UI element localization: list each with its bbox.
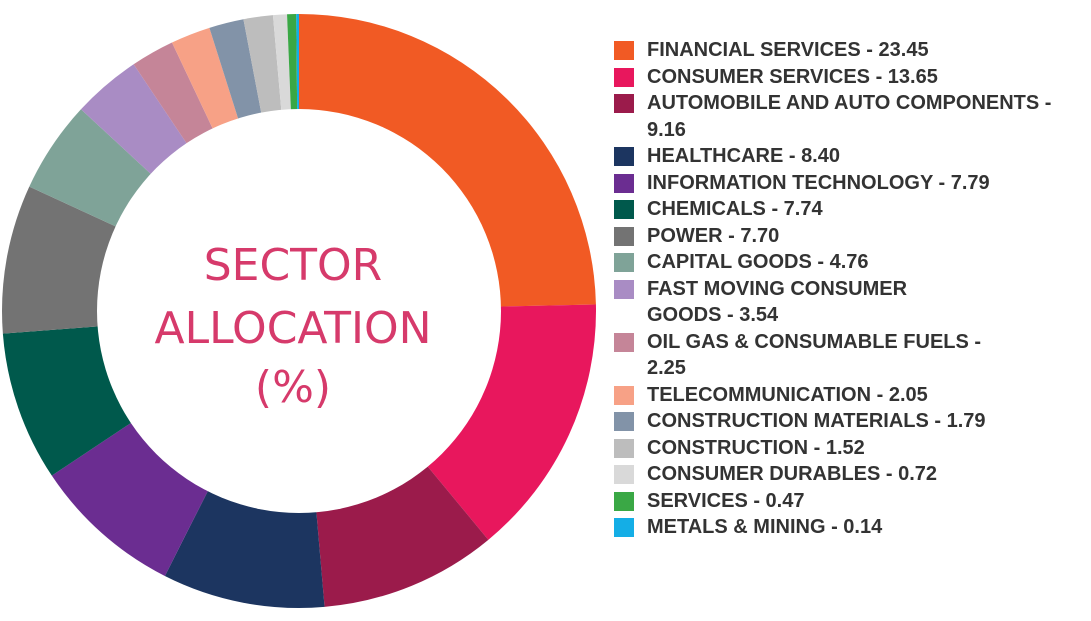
- legend-item: INFORMATION TECHNOLOGY - 7.79: [614, 170, 1089, 197]
- legend-label: CONSUMER DURABLES - 0.72: [647, 463, 938, 485]
- legend-item: TELECOMMUNICATION - 2.05: [614, 382, 1089, 409]
- legend-label: AUTOMOBILE AND AUTO COMPONENTS - 9.16: [647, 92, 1052, 141]
- legend-swatch: [614, 438, 634, 458]
- legend-item: SERVICES - 0.47: [614, 488, 1089, 515]
- legend-label: FINANCIAL SERVICES - 23.45: [647, 39, 929, 61]
- chart-legend: FINANCIAL SERVICES - 23.45 CONSUMER SERVI…: [614, 37, 1089, 541]
- legend-item: CONSUMER DURABLES - 0.72: [614, 461, 1089, 488]
- legend-swatch: [614, 253, 634, 272]
- legend-label: CONSUMER SERVICES - 13.65: [647, 65, 938, 88]
- legend-swatch: [614, 94, 634, 113]
- legend-item: HEALTHCARE - 8.40: [614, 143, 1089, 170]
- legend-item: FAST MOVING CONSUMER GOODS - 3.54: [614, 276, 1089, 329]
- legend-label: METALS & MINING - 0.14: [647, 516, 883, 538]
- legend-swatch: [614, 385, 634, 405]
- legend-label: OIL GAS & CONSUMABLE FUELS - 2.25: [647, 330, 982, 380]
- legend-item: POWER - 7.70: [614, 223, 1089, 250]
- legend-item: CAPITAL GOODS - 4.76: [614, 249, 1089, 276]
- legend-item: METALS & MINING - 0.14: [614, 514, 1089, 541]
- legend-item: FINANCIAL SERVICES - 23.45: [614, 37, 1089, 64]
- donut-hole: [97, 109, 501, 513]
- legend-label: CAPITAL GOODS - 4.76: [647, 251, 869, 273]
- legend-swatch: [614, 147, 634, 166]
- legend-item: CHEMICALS - 7.74: [614, 196, 1089, 223]
- legend-swatch: [614, 200, 634, 219]
- center-label-line-2: ALLOCATION: [155, 303, 432, 354]
- legend-swatch: [614, 67, 634, 87]
- legend-label: TELECOMMUNICATION - 2.05: [647, 383, 928, 406]
- legend-label: INFORMATION TECHNOLOGY - 7.79: [647, 171, 990, 194]
- legend-item: CONSTRUCTION - 1.52: [614, 435, 1089, 462]
- legend-swatch: [614, 332, 634, 352]
- legend-label: POWER - 7.70: [647, 224, 780, 247]
- legend-label: CONSTRUCTION MATERIALS - 1.79: [647, 410, 986, 432]
- legend-item: CONSTRUCTION MATERIALS - 1.79: [614, 408, 1089, 435]
- donut-chart: SECTOR ALLOCATION (%): [1, 14, 596, 608]
- legend-label: SERVICES - 0.47: [647, 489, 805, 512]
- legend-swatch: [614, 41, 634, 60]
- legend-swatch: [614, 518, 634, 537]
- center-label-line-3: (%): [255, 362, 331, 413]
- legend-item: CONSUMER SERVICES - 13.65: [614, 64, 1089, 91]
- legend-item: AUTOMOBILE AND AUTO COMPONENTS - 9.16: [614, 90, 1089, 143]
- legend-swatch: [614, 173, 634, 193]
- legend-label: CONSTRUCTION - 1.52: [647, 436, 865, 459]
- legend-label: HEALTHCARE - 8.40: [647, 145, 840, 167]
- legend-swatch: [614, 412, 634, 431]
- center-label-line-1: SECTOR: [204, 240, 383, 291]
- legend-label: FAST MOVING CONSUMER GOODS - 3.54: [647, 277, 908, 327]
- legend-swatch: [614, 465, 634, 484]
- legend-swatch: [614, 491, 634, 511]
- legend-swatch: [614, 226, 634, 246]
- legend-swatch: [614, 279, 634, 299]
- legend-item: OIL GAS & CONSUMABLE FUELS - 2.25: [614, 329, 1089, 382]
- legend-label: CHEMICALS - 7.74: [647, 198, 823, 220]
